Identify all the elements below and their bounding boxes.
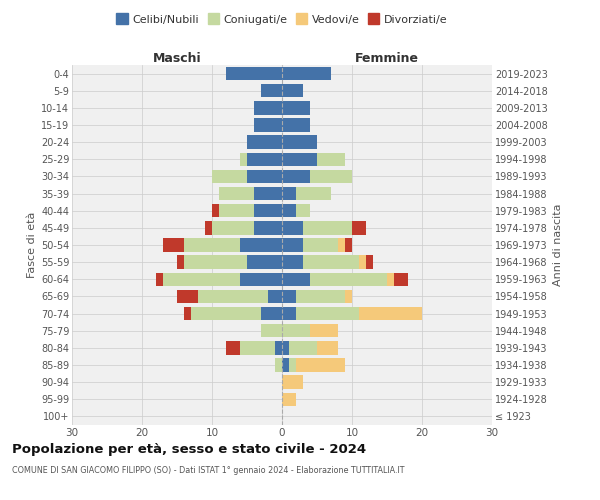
Bar [310, 272, 387, 286]
Bar [289, 358, 296, 372]
Bar [345, 238, 352, 252]
Bar [387, 272, 394, 286]
Bar [282, 136, 317, 149]
Bar [240, 152, 247, 166]
Bar [352, 221, 366, 234]
Bar [240, 272, 282, 286]
Bar [247, 256, 282, 269]
Bar [296, 290, 345, 303]
Bar [247, 136, 282, 149]
Bar [212, 204, 219, 218]
Bar [296, 307, 359, 320]
Bar [261, 84, 282, 98]
Bar [177, 290, 198, 303]
Bar [296, 358, 345, 372]
Bar [303, 238, 338, 252]
Bar [163, 238, 184, 252]
Text: COMUNE DI SAN GIACOMO FILIPPO (SO) - Dati ISTAT 1° gennaio 2024 - Elaborazione T: COMUNE DI SAN GIACOMO FILIPPO (SO) - Dat… [12, 466, 404, 475]
Bar [226, 341, 240, 354]
Bar [240, 341, 275, 354]
Bar [282, 272, 310, 286]
Bar [359, 256, 366, 269]
Bar [282, 84, 303, 98]
Bar [282, 376, 303, 389]
Bar [247, 170, 282, 183]
Bar [205, 221, 212, 234]
Bar [240, 238, 282, 252]
Bar [282, 204, 296, 218]
Bar [282, 238, 303, 252]
Text: Maschi: Maschi [152, 52, 202, 65]
Bar [282, 152, 317, 166]
Bar [282, 101, 310, 114]
Bar [177, 256, 184, 269]
Bar [184, 256, 247, 269]
Bar [282, 221, 303, 234]
Bar [254, 101, 282, 114]
Bar [184, 307, 191, 320]
Bar [303, 221, 352, 234]
Text: Femmine: Femmine [355, 52, 419, 65]
Bar [254, 187, 282, 200]
Bar [310, 170, 352, 183]
Bar [394, 272, 408, 286]
Y-axis label: Anni di nascita: Anni di nascita [553, 204, 563, 286]
Bar [198, 290, 268, 303]
Bar [282, 324, 310, 338]
Bar [261, 307, 282, 320]
Bar [219, 204, 254, 218]
Y-axis label: Fasce di età: Fasce di età [26, 212, 37, 278]
Bar [219, 187, 254, 200]
Bar [282, 307, 296, 320]
Bar [275, 341, 282, 354]
Bar [212, 170, 247, 183]
Bar [317, 341, 338, 354]
Bar [345, 290, 352, 303]
Bar [156, 272, 163, 286]
Bar [338, 238, 345, 252]
Bar [212, 221, 254, 234]
Bar [254, 118, 282, 132]
Bar [282, 290, 296, 303]
Bar [282, 118, 310, 132]
Bar [282, 170, 310, 183]
Bar [226, 67, 282, 80]
Bar [191, 307, 261, 320]
Bar [317, 152, 345, 166]
Bar [163, 272, 240, 286]
Bar [275, 358, 282, 372]
Bar [282, 67, 331, 80]
Legend: Celibi/Nubili, Coniugati/e, Vedovi/e, Divorziati/e: Celibi/Nubili, Coniugati/e, Vedovi/e, Di… [113, 10, 451, 28]
Bar [303, 256, 359, 269]
Bar [247, 152, 282, 166]
Bar [268, 290, 282, 303]
Bar [282, 358, 289, 372]
Bar [310, 324, 338, 338]
Bar [254, 221, 282, 234]
Bar [282, 187, 296, 200]
Bar [366, 256, 373, 269]
Bar [184, 238, 240, 252]
Bar [261, 324, 282, 338]
Bar [254, 204, 282, 218]
Bar [359, 307, 422, 320]
Bar [296, 187, 331, 200]
Bar [289, 341, 317, 354]
Bar [282, 341, 289, 354]
Text: Popolazione per età, sesso e stato civile - 2024: Popolazione per età, sesso e stato civil… [12, 442, 366, 456]
Bar [296, 204, 310, 218]
Bar [282, 392, 296, 406]
Bar [282, 256, 303, 269]
